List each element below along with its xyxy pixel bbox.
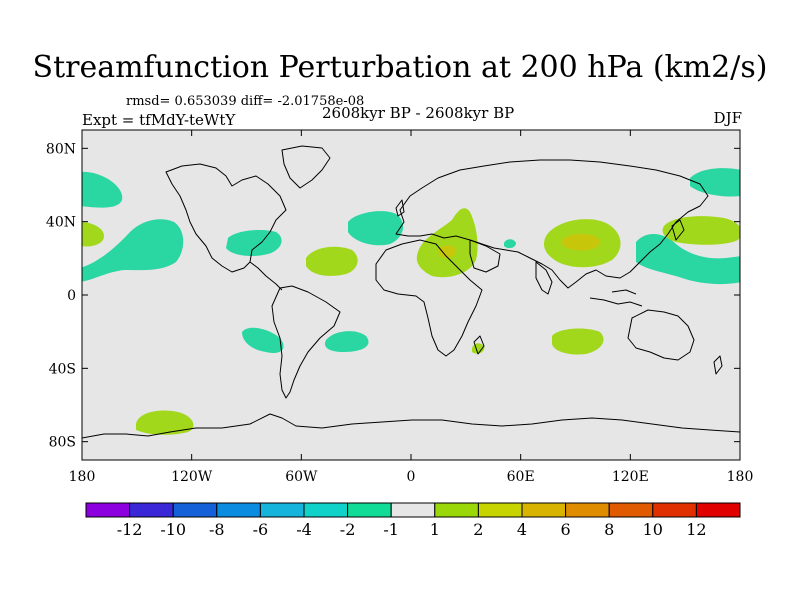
colorbar-box bbox=[216, 502, 261, 518]
lon-tick-label: 120E bbox=[612, 469, 649, 485]
anomaly-core-middle-east bbox=[438, 245, 456, 258]
lon-tick-label: 0 bbox=[407, 469, 416, 485]
lon-tick-label: 60W bbox=[285, 469, 318, 485]
season-label: DJF bbox=[713, 109, 742, 127]
anomaly-south-atlantic bbox=[324, 331, 369, 352]
coast-japan bbox=[671, 219, 685, 241]
colorbar-box bbox=[695, 502, 741, 518]
anomaly-middle-east bbox=[416, 208, 478, 278]
colorbar-box bbox=[85, 502, 131, 518]
anomaly-antarctic-pacific bbox=[136, 410, 194, 435]
colorbar-box bbox=[521, 502, 567, 518]
colorbar-box bbox=[303, 502, 349, 518]
map-title: Streamfunction Perturbation at 200 hPa (… bbox=[32, 50, 768, 85]
colorbar-label: -6 bbox=[253, 520, 269, 539]
colorbar-label: 10 bbox=[643, 520, 663, 539]
colorbar-label: -12 bbox=[117, 520, 143, 539]
coast-south-america bbox=[271, 285, 341, 399]
anomaly-north-atlantic-west-edge bbox=[82, 171, 123, 208]
coastlines bbox=[82, 145, 740, 439]
coast-australia bbox=[627, 309, 695, 361]
lat-tick-label: 40N bbox=[46, 215, 76, 231]
colorbar-box bbox=[172, 502, 218, 518]
anomaly-core-south-asia bbox=[561, 234, 601, 251]
coast-arabia bbox=[469, 239, 501, 273]
lon-tick-label: 120W bbox=[171, 469, 213, 485]
colorbar-box bbox=[390, 502, 436, 518]
colorbar-label: -10 bbox=[160, 520, 186, 539]
anomaly-south-indian-ocean bbox=[552, 328, 604, 355]
coast-central-america bbox=[249, 261, 283, 291]
anomaly-north-atlantic bbox=[348, 211, 404, 246]
coast-new-zealand bbox=[713, 355, 723, 375]
anomaly-arctic-pacific bbox=[690, 168, 740, 197]
lat-tick-label: 0 bbox=[67, 288, 76, 304]
coast-uk bbox=[395, 199, 405, 217]
colorbar: -12 -10 -8 -6 -4 -2 -1 1 2 4 6 8 10 12 bbox=[85, 502, 741, 539]
colorbar-label: 1 bbox=[430, 520, 440, 539]
latitude-axis: 80N 40N 0 40S 80S bbox=[46, 141, 740, 451]
colorbar-label: 6 bbox=[561, 520, 571, 539]
lat-tick-label: 80N bbox=[46, 141, 76, 157]
colorbar-box bbox=[565, 502, 610, 518]
colorbar-box bbox=[652, 502, 697, 518]
period-label: 2608kyr BP - 2608kyr BP bbox=[322, 104, 515, 122]
anomaly-north-pacific-east bbox=[82, 219, 184, 282]
anomaly-eastern-north-america bbox=[226, 230, 282, 256]
coast-madagascar bbox=[473, 335, 485, 355]
colorbar-label: -1 bbox=[383, 520, 399, 539]
anomaly-west-pacific bbox=[636, 234, 740, 285]
anomaly-central-pacific-west-edge bbox=[82, 222, 104, 247]
anomaly-south-pacific bbox=[242, 327, 284, 354]
anomaly-arabian-sea bbox=[504, 239, 516, 249]
longitude-axis: 180 120W 60W 0 60E 120E 180 bbox=[69, 130, 754, 485]
colorbar-label: 4 bbox=[517, 520, 527, 539]
coast-indonesia bbox=[589, 289, 643, 307]
colorbar-box bbox=[477, 502, 523, 518]
lat-tick-label: 80S bbox=[49, 435, 76, 451]
anomaly-regions bbox=[82, 168, 740, 435]
colorbar-box bbox=[608, 502, 654, 518]
colorbar-label: 2 bbox=[473, 520, 483, 539]
colorbar-label: -2 bbox=[340, 520, 356, 539]
colorbar-box bbox=[434, 502, 479, 518]
colorbar-label: -8 bbox=[209, 520, 225, 539]
coast-north-america bbox=[165, 163, 287, 273]
lon-tick-label: 60E bbox=[507, 469, 535, 485]
anomaly-north-africa bbox=[306, 246, 358, 276]
colorbar-box bbox=[347, 502, 392, 518]
colorbar-label: 8 bbox=[604, 520, 614, 539]
coast-africa bbox=[375, 239, 483, 357]
coast-eurasia bbox=[395, 159, 709, 289]
colorbar-label: 12 bbox=[686, 520, 706, 539]
coast-antarctica bbox=[82, 413, 740, 439]
experiment-label: Expt = tfMdY-teWtY bbox=[82, 111, 236, 129]
coast-greenland bbox=[281, 145, 331, 189]
colorbar-box bbox=[259, 502, 305, 518]
lat-tick-label: 40S bbox=[49, 361, 76, 377]
anomaly-north-pacific-west bbox=[662, 216, 740, 245]
coast-india bbox=[535, 261, 553, 295]
lon-tick-label: 180 bbox=[69, 469, 96, 485]
colorbar-box bbox=[129, 502, 174, 518]
stats-line: rmsd= 0.653039 diff= -2.01758e-08 bbox=[126, 94, 365, 109]
lon-tick-label: 180 bbox=[727, 469, 754, 485]
colorbar-label: -4 bbox=[296, 520, 312, 539]
